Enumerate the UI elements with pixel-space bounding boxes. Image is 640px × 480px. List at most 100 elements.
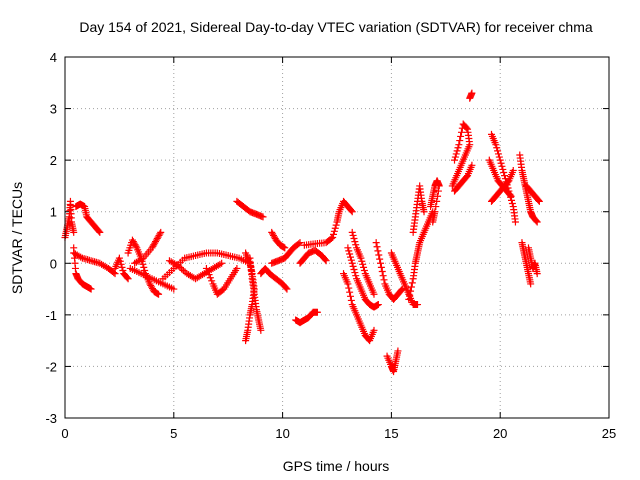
data-point bbox=[376, 255, 384, 263]
data-point bbox=[157, 228, 165, 236]
data-point bbox=[457, 132, 465, 140]
data-point bbox=[346, 250, 354, 258]
data-point bbox=[347, 256, 355, 264]
data-point bbox=[156, 230, 164, 238]
data-point bbox=[345, 247, 353, 255]
y-tick-label: 2 bbox=[50, 153, 57, 168]
data-point bbox=[344, 280, 352, 288]
data-point bbox=[281, 244, 289, 252]
y-tick-label: -2 bbox=[45, 359, 57, 374]
data-point bbox=[206, 274, 214, 282]
data-point bbox=[377, 263, 385, 271]
data-point bbox=[372, 239, 380, 247]
data-point bbox=[406, 291, 414, 299]
data-point bbox=[352, 241, 360, 249]
data-point bbox=[348, 228, 356, 236]
data-point bbox=[379, 272, 387, 280]
data-point bbox=[432, 203, 440, 211]
data-point bbox=[123, 274, 131, 282]
data-point bbox=[329, 234, 337, 241]
data-point bbox=[202, 264, 210, 272]
data-point bbox=[377, 259, 385, 267]
data-point bbox=[233, 264, 241, 272]
data-point bbox=[119, 267, 127, 275]
data-point bbox=[132, 242, 140, 250]
data-point bbox=[124, 275, 132, 283]
data-point bbox=[420, 208, 428, 216]
data-point bbox=[459, 120, 467, 128]
data-point bbox=[457, 128, 465, 136]
x-tick-label: 15 bbox=[384, 426, 398, 441]
data-point bbox=[370, 290, 378, 298]
data-point bbox=[259, 213, 267, 221]
data-point bbox=[375, 251, 383, 259]
data-point bbox=[351, 269, 359, 277]
data-point bbox=[370, 326, 378, 334]
data-point bbox=[435, 182, 443, 190]
data-point bbox=[493, 144, 501, 152]
data-point bbox=[456, 137, 464, 145]
y-tick-label: 4 bbox=[50, 50, 57, 65]
data-point bbox=[407, 287, 415, 295]
data-point bbox=[347, 296, 355, 304]
data-point bbox=[87, 285, 95, 293]
data-point bbox=[96, 228, 104, 236]
data-point bbox=[468, 89, 476, 97]
data-point bbox=[330, 227, 338, 235]
y-tick-label: -1 bbox=[45, 308, 57, 323]
y-tick-labels: -3 -2 -1 0 1 2 3 4 bbox=[45, 50, 57, 426]
data-point bbox=[451, 156, 459, 164]
data-point bbox=[283, 285, 291, 293]
data-point bbox=[511, 218, 519, 226]
data-point bbox=[451, 153, 459, 161]
y-tick-label: 3 bbox=[50, 102, 57, 117]
data-point bbox=[204, 268, 212, 276]
data-point bbox=[282, 284, 290, 292]
data-point bbox=[408, 279, 416, 287]
data-point bbox=[498, 162, 506, 170]
data-point bbox=[532, 217, 540, 225]
data-point bbox=[414, 301, 422, 309]
data-point bbox=[501, 172, 509, 180]
x-tick-label: 20 bbox=[493, 426, 507, 441]
x-tick-labels: 0 5 10 15 20 25 bbox=[61, 426, 616, 441]
data-point bbox=[346, 288, 354, 296]
data-points bbox=[61, 89, 543, 376]
data-point bbox=[534, 196, 542, 204]
data-point bbox=[70, 228, 78, 236]
data-point bbox=[453, 147, 461, 155]
data-point bbox=[455, 141, 463, 149]
data-point bbox=[170, 285, 178, 293]
data-point bbox=[499, 165, 507, 173]
data-point bbox=[358, 257, 366, 265]
data-point bbox=[458, 124, 466, 132]
data-point bbox=[155, 290, 163, 298]
data-point bbox=[506, 191, 514, 199]
data-point bbox=[352, 272, 360, 280]
data-point bbox=[535, 197, 543, 205]
data-point bbox=[331, 224, 339, 232]
data-point bbox=[407, 283, 415, 291]
data-point bbox=[321, 256, 329, 264]
data-point bbox=[405, 295, 413, 303]
data-point bbox=[434, 192, 442, 200]
data-point bbox=[313, 308, 321, 316]
plot-frame bbox=[64, 56, 610, 419]
data-point bbox=[117, 260, 125, 268]
data-point bbox=[533, 270, 541, 278]
x-tick-label: 10 bbox=[275, 426, 289, 441]
x-tick-label: 5 bbox=[170, 426, 177, 441]
chart-title: Day 154 of 2021, Sidereal Day-to-day VTE… bbox=[79, 19, 592, 35]
x-tick-label: 25 bbox=[602, 426, 616, 441]
y-axis-label: SDTVAR / TECUs bbox=[9, 182, 25, 294]
data-point bbox=[429, 218, 437, 226]
data-point bbox=[141, 267, 149, 275]
y-tick-label: -3 bbox=[45, 411, 57, 426]
data-point bbox=[373, 243, 381, 251]
data-point bbox=[296, 239, 304, 247]
data-point bbox=[242, 337, 250, 345]
data-point bbox=[346, 292, 354, 300]
data-point bbox=[494, 150, 502, 158]
data-point bbox=[507, 192, 515, 200]
